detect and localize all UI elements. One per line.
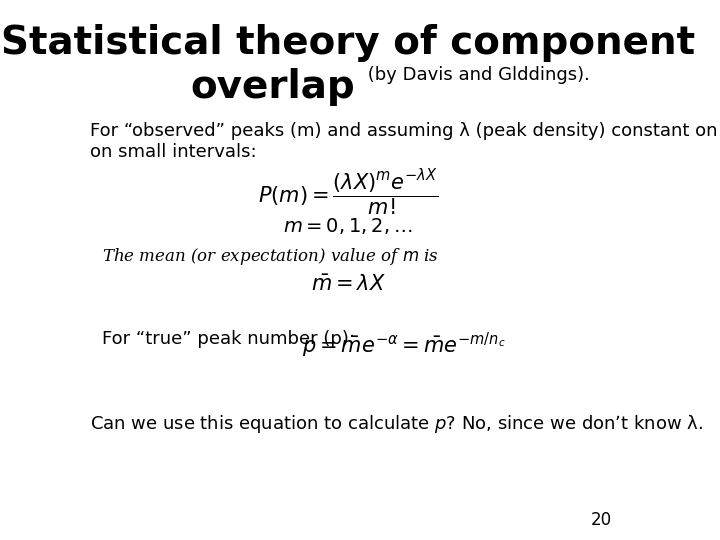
Text: overlap: overlap (190, 68, 355, 105)
Text: For “true” peak number (p):: For “true” peak number (p): (102, 330, 355, 348)
Text: Can we use this equation to calculate $p$? No, since we don’t know λ.: Can we use this equation to calculate $p… (91, 413, 703, 435)
Text: The mean (or expectation) value of $m$ is: The mean (or expectation) value of $m$ i… (102, 246, 438, 267)
Text: $p = \bar{m}e^{-\alpha} = \bar{m}e^{-m/n_c}$: $p = \bar{m}e^{-\alpha} = \bar{m}e^{-m/n… (302, 330, 506, 360)
Text: 20: 20 (590, 511, 611, 529)
Text: $\bar{m} = \lambda X$: $\bar{m} = \lambda X$ (310, 274, 386, 294)
Text: on small intervals:: on small intervals: (91, 143, 257, 161)
Text: Statistical theory of component: Statistical theory of component (1, 24, 696, 62)
Text: (by Davis and Glddings).: (by Davis and Glddings). (362, 66, 590, 84)
Text: $P(m) = \dfrac{(\lambda X)^m e^{-\lambda X}}{m!}$: $P(m) = \dfrac{(\lambda X)^m e^{-\lambda… (258, 167, 438, 218)
Text: For “observed” peaks (m) and assuming λ (peak density) constant on: For “observed” peaks (m) and assuming λ … (91, 122, 718, 139)
Text: $m = 0, 1, 2, \ldots$: $m = 0, 1, 2, \ldots$ (284, 216, 413, 236)
